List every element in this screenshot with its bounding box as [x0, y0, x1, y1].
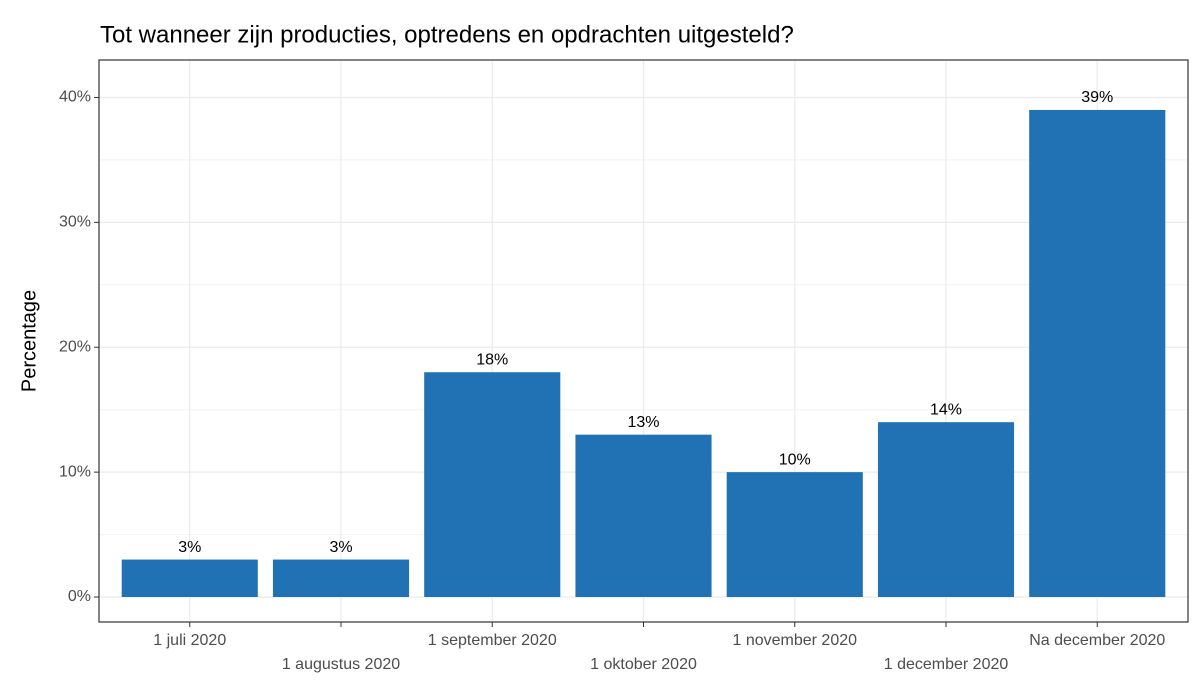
x-tick-label: 1 december 2020 [884, 656, 1009, 673]
y-tick-label: 40% [59, 89, 91, 106]
x-tick-label: 1 november 2020 [732, 632, 857, 649]
bar [575, 434, 712, 598]
value-label: 13% [627, 414, 659, 431]
x-tick-label: 1 augustus 2020 [282, 656, 400, 673]
value-label: 18% [476, 351, 508, 368]
bar [121, 559, 258, 598]
value-label: 14% [930, 401, 962, 418]
x-tick-label: Na december 2020 [1029, 632, 1165, 649]
bar [877, 422, 1015, 598]
panel-border [98, 59, 1189, 623]
value-label: 39% [1081, 89, 1113, 106]
chart-title: Tot wanneer zijn producties, optredens e… [100, 21, 794, 48]
bar [424, 372, 561, 598]
y-tick-label: 10% [59, 463, 91, 480]
x-tick-label: 1 oktober 2020 [590, 656, 697, 673]
x-tick-label: 1 juli 2020 [153, 632, 226, 649]
y-tick-label: 20% [59, 338, 91, 355]
y-tick-label: 30% [59, 214, 91, 231]
value-label: 3% [178, 539, 201, 556]
value-label: 3% [329, 539, 352, 556]
bar [272, 559, 410, 598]
value-label: 10% [779, 451, 811, 468]
bar [1029, 109, 1166, 598]
x-tick-label: 1 september 2020 [428, 632, 557, 649]
y-axis-label: Percentage [18, 290, 40, 392]
bar [726, 472, 863, 598]
y-tick-label: 0% [68, 588, 91, 605]
